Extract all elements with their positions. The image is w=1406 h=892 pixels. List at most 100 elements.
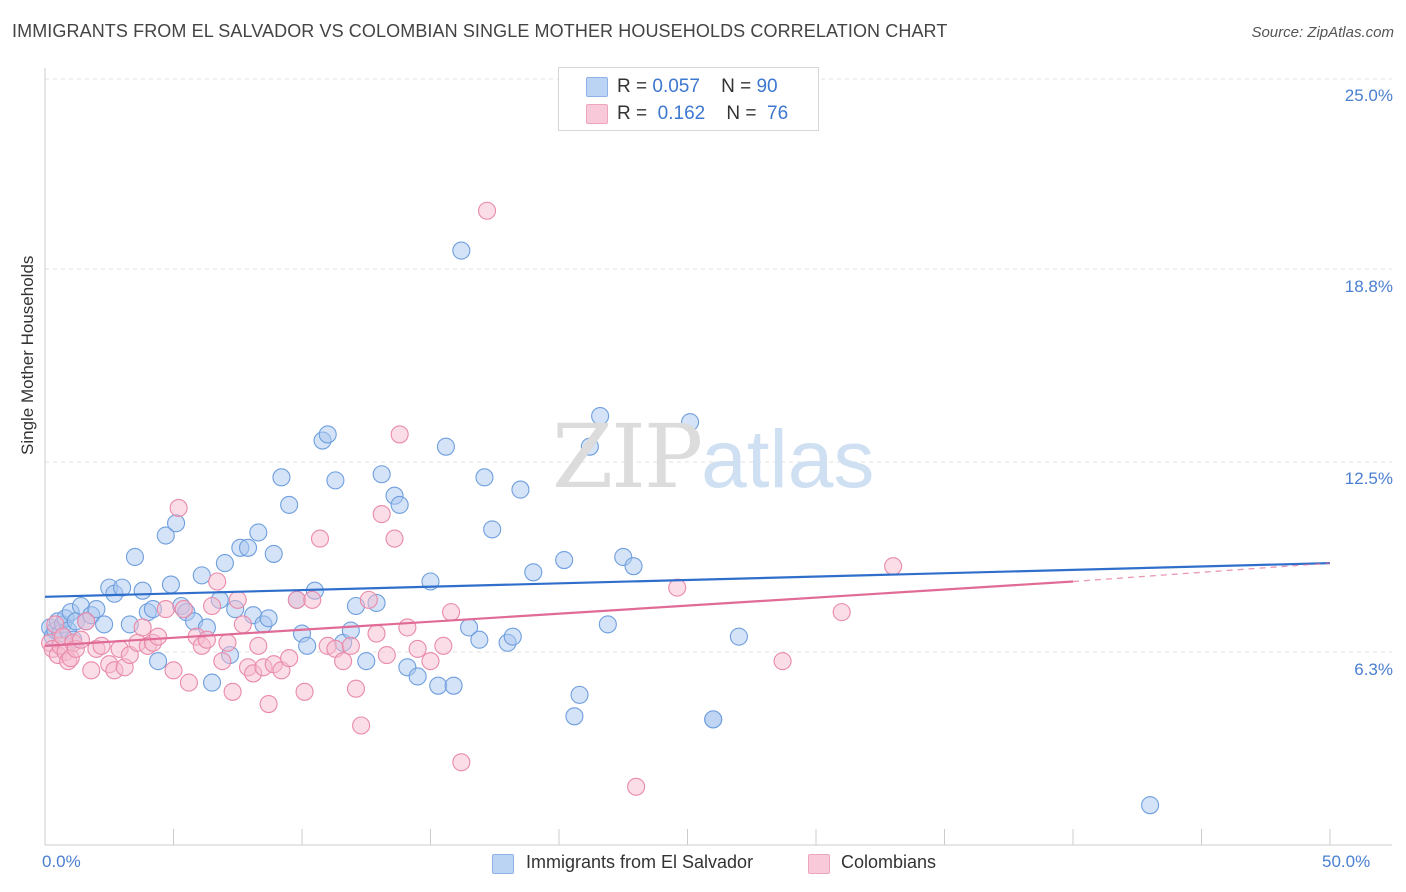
data-point — [341, 621, 360, 640]
trend-line-pink-extension — [1072, 562, 1331, 583]
data-point — [390, 495, 409, 514]
legend-swatch-pink — [808, 854, 830, 874]
legend-swatch-blue — [492, 854, 514, 874]
y-tick-label: 18.8% — [1344, 277, 1393, 296]
data-point — [167, 514, 186, 533]
data-point — [352, 716, 371, 735]
data-point — [249, 636, 268, 655]
r-value: 0.162 — [657, 103, 706, 124]
y-tick-label: 12.5% — [1344, 469, 1393, 488]
watermark: ZIPatlas — [552, 405, 874, 508]
r-label: R = — [617, 76, 648, 97]
data-point — [452, 241, 471, 260]
data-point — [408, 667, 427, 686]
data-point — [203, 596, 222, 616]
bottom-legend-blue: Immigrants from El Salvador — [492, 852, 754, 874]
data-point — [503, 627, 522, 646]
watermark-atlas: atlas — [701, 414, 875, 505]
data-point — [598, 615, 617, 634]
data-point — [259, 609, 278, 628]
data-point — [436, 437, 455, 456]
n-value: 90 — [756, 76, 778, 97]
data-point — [249, 523, 268, 542]
data-point — [524, 563, 543, 582]
data-point — [87, 600, 106, 619]
stats-legend: R = 0.057 N = 90 R = 0.162 N = 76 — [558, 67, 819, 131]
data-point — [580, 437, 599, 456]
legend-label-blue: Immigrants from El Salvador — [526, 852, 754, 872]
data-point — [627, 777, 646, 796]
trend-line-pink — [44, 580, 1074, 647]
data-point — [164, 661, 183, 680]
data-point — [367, 624, 386, 643]
data-point — [156, 600, 175, 619]
data-point — [624, 557, 643, 576]
data-point — [287, 590, 306, 609]
legend-swatch-blue — [586, 77, 608, 97]
data-point — [359, 590, 378, 609]
data-point — [233, 615, 252, 634]
data-point — [477, 201, 497, 220]
data-point — [82, 661, 101, 680]
data-point — [77, 612, 96, 631]
data-point — [228, 590, 247, 609]
data-point — [729, 627, 748, 646]
data-point — [385, 529, 404, 548]
data-point — [179, 673, 198, 692]
data-point — [884, 557, 903, 576]
data-point — [555, 550, 574, 570]
data-point — [483, 520, 502, 539]
data-point — [377, 645, 396, 665]
data-point — [71, 630, 91, 649]
data-point — [334, 652, 353, 671]
data-point — [390, 425, 409, 444]
data-point — [668, 578, 687, 597]
data-point — [133, 618, 152, 637]
data-point — [95, 615, 114, 634]
data-point — [341, 636, 360, 655]
data-point — [92, 636, 111, 655]
data-point — [444, 676, 463, 695]
data-point — [398, 618, 417, 637]
data-point — [156, 526, 175, 545]
data-point — [773, 652, 792, 671]
data-point — [429, 676, 448, 695]
bottom-legend-pink: Colombians — [808, 852, 937, 874]
legend-row-pink: R = 0.162 N = 76 — [617, 103, 788, 125]
y-tick-label: 6.3% — [1354, 660, 1393, 679]
data-point — [372, 465, 391, 484]
data-point — [408, 639, 427, 658]
x-tick-label: 0.0% — [42, 852, 81, 871]
y-axis-label: Single Mother Households — [18, 255, 37, 455]
data-point — [215, 554, 234, 573]
r-value: 0.057 — [652, 76, 700, 97]
data-point — [442, 603, 461, 622]
data-point — [218, 633, 237, 652]
x-tick-label: 50.0% — [1322, 852, 1371, 871]
chart-title: IMMIGRANTS FROM EL SALVADOR VS COLOMBIAN… — [12, 21, 948, 41]
data-point — [203, 673, 222, 692]
data-point — [295, 682, 314, 701]
n-value: 76 — [767, 103, 789, 124]
data-point — [149, 652, 168, 671]
trend-line-blue — [44, 562, 1331, 598]
data-point — [704, 710, 723, 729]
data-point — [832, 603, 851, 622]
source-label: Source: ZipAtlas.com — [1251, 24, 1394, 41]
data-point — [318, 425, 337, 444]
data-point — [591, 406, 610, 426]
legend-swatch-pink — [586, 104, 608, 124]
data-point — [213, 652, 232, 671]
data-point — [208, 572, 227, 591]
n-label: N = — [721, 76, 752, 97]
legend-row-blue: R = 0.057 N = 90 — [617, 76, 778, 98]
data-point — [511, 480, 530, 499]
data-point — [310, 529, 330, 548]
r-label: R = — [617, 103, 648, 124]
legend-label-pink: Colombians — [841, 852, 937, 872]
data-point — [303, 590, 322, 609]
data-point — [681, 413, 700, 432]
data-point — [259, 695, 278, 714]
data-point — [452, 753, 471, 772]
data-point — [326, 471, 345, 490]
